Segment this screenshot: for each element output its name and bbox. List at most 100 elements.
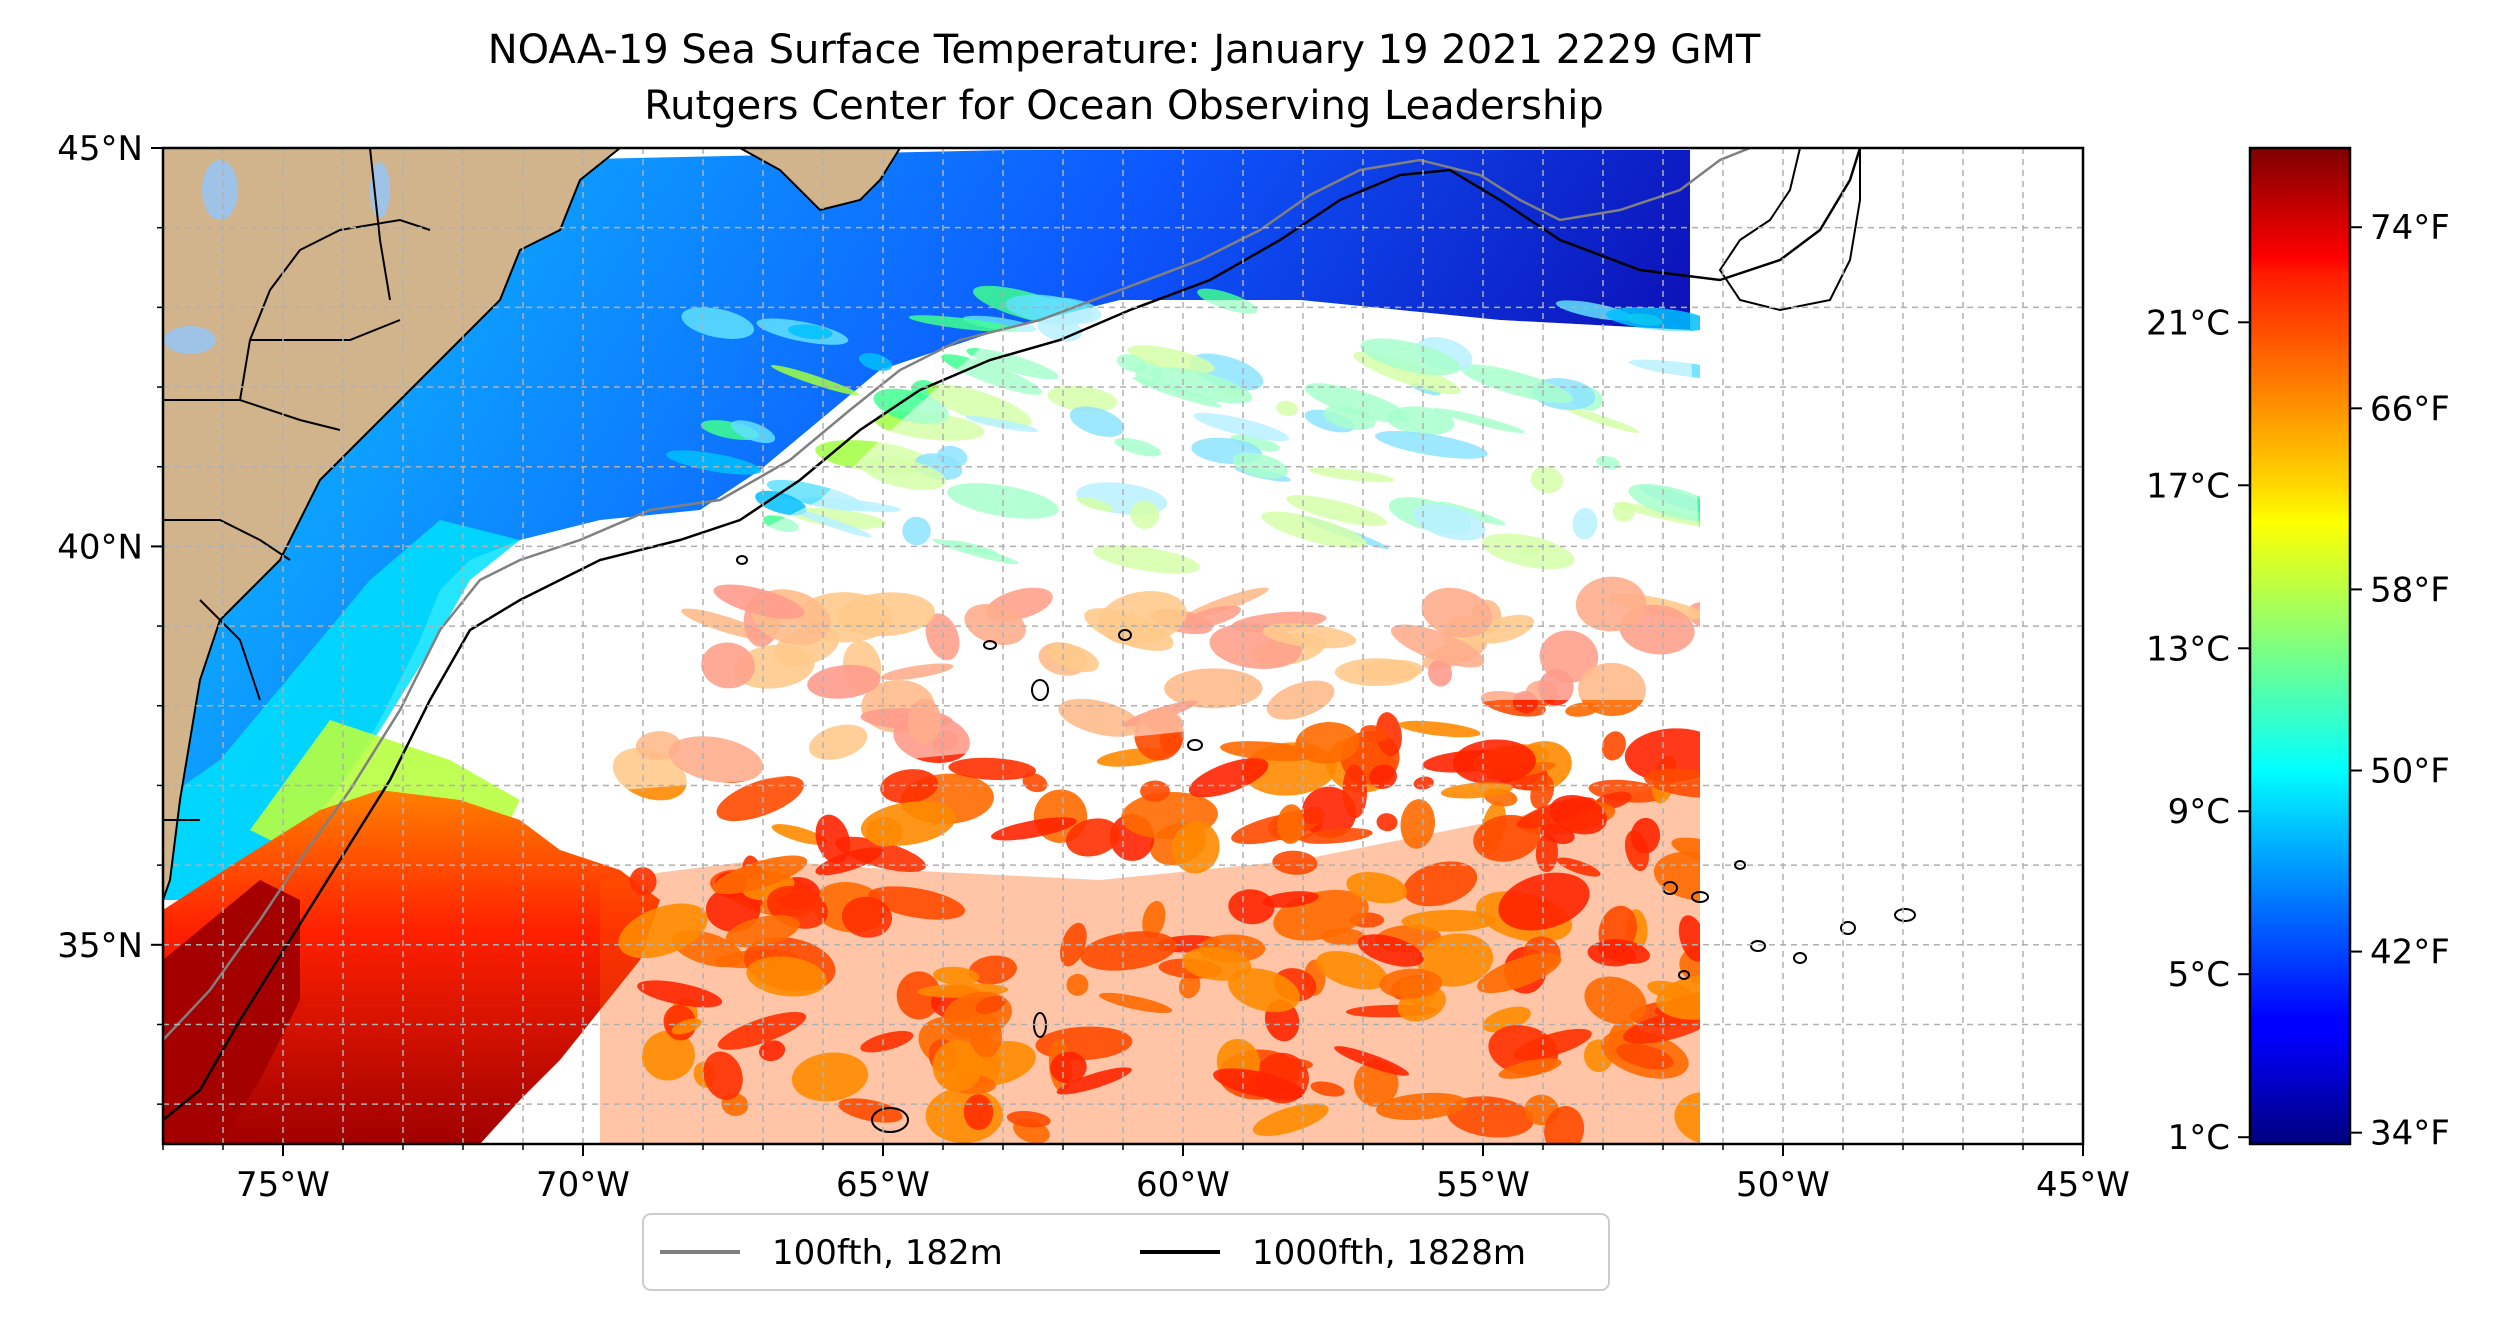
sst-patch-warm (705, 887, 761, 932)
sst-patch-warm (1616, 1043, 1674, 1070)
sst-patch-warm (1099, 992, 1173, 1014)
sst-patch-warm (1022, 773, 1048, 793)
sst-patch-warm (1295, 722, 1360, 764)
map-title: NOAA-19 Sea Surface Temperature: January… (487, 27, 1761, 73)
sst-patch-warm (838, 1098, 903, 1123)
x-tick-label: 50°W (1736, 1165, 1830, 1205)
sst-patch-cool (755, 490, 807, 516)
y-tick-label: 45°N (57, 129, 143, 169)
sst-patch-warm (1556, 857, 1601, 877)
lake (370, 162, 390, 218)
sst-patch-warm (791, 1052, 869, 1102)
fahrenheit-tick-label: 50°F (2370, 752, 2450, 792)
sst-patch-warm (1401, 909, 1497, 932)
sst-patch-warm (1498, 1058, 1562, 1079)
sst-patch-warm (1535, 833, 1559, 873)
sst-patch-warm (968, 955, 1017, 985)
sst-patch-warm (716, 776, 805, 822)
sst-patch-warm (991, 817, 1077, 841)
colorbar-gradient (2248, 146, 2352, 1146)
fahrenheit-tick-label: 34°F (2370, 1114, 2450, 1154)
isobath-100fth (163, 148, 1751, 1041)
sst-patch-warm (758, 1040, 786, 1062)
sst-patch-warm (1213, 1068, 1305, 1100)
sst-patch-warm (1080, 931, 1177, 971)
sst-patch-warm (1006, 1110, 1051, 1128)
sst-patch-warm (1630, 817, 1661, 854)
sst-patch-warm (1066, 973, 1089, 996)
sst-patch-warm (1379, 968, 1443, 999)
sst-patch-warm (975, 995, 1006, 1015)
y-tick-label: 40°N (57, 527, 143, 567)
sst-patch-warm (1446, 1096, 1534, 1138)
map-grid (163, 148, 2083, 1144)
sst-patch-warm (1624, 728, 1723, 782)
sst-patch-warm (1228, 889, 1275, 925)
sst-patch-warm (1400, 799, 1436, 849)
sst-patch-warm (1376, 1092, 1468, 1121)
sst-patch-warm (860, 1030, 914, 1053)
celsius-tick-label: 9°C (2168, 792, 2230, 832)
lake (202, 160, 238, 220)
longitude-axis: 75°W 70°W 65°W 60°W 55°W 50°W 45°W (162, 1144, 2130, 1205)
sst-patch-cool (859, 352, 893, 371)
legend-label-100fth: 100fth, 182m (772, 1233, 1003, 1273)
sst-patch-cool (681, 307, 755, 339)
sst-patch-warm (771, 824, 828, 845)
sst-patch-warm (1584, 976, 1647, 1025)
sst-patch-warm (1188, 758, 1269, 798)
y-tick-label: 35°N (57, 926, 143, 966)
colorbar-fahrenheit-axis: 34°F 42°F 50°F 58°F 66°F 74°F (2350, 208, 2450, 1154)
sst-patch-warm (717, 1011, 807, 1050)
sst-patch-warm (1544, 1106, 1585, 1144)
fahrenheit-tick-label: 42°F (2370, 933, 2450, 973)
fahrenheit-tick-label: 66°F (2370, 389, 2450, 429)
colorbar: 1°C 5°C 9°C 13°C 17°C 21°C 34°F 42°F 50°F 58°F 66… (2146, 146, 2450, 1158)
x-tick-label: 60°W (1136, 1165, 1230, 1205)
sst-patch-warm (963, 1094, 994, 1131)
sst-patch-warm (1316, 951, 1388, 990)
x-tick-label: 65°W (836, 1165, 930, 1205)
sst-patch-cool (666, 450, 762, 475)
sst-patch-warm (703, 1051, 743, 1100)
sst-patch-warm (1310, 1081, 1345, 1097)
x-tick-label: 75°W (236, 1165, 330, 1205)
map-subtitle: Rutgers Center for Ocean Observing Leade… (644, 83, 1604, 129)
cloud-mask (540, 300, 1710, 790)
sst-patch-warm (880, 769, 939, 804)
sst-patch-warm (1060, 922, 1087, 967)
sst-patch-warm (1440, 782, 1513, 799)
legend-label-1000fth: 1000fth, 1828m (1252, 1233, 1526, 1273)
sst-patch-warm (1498, 872, 1590, 931)
sst-patch-warm (1530, 774, 1555, 809)
sst-patch-warm (1299, 828, 1373, 844)
sst-patch-warm (641, 1030, 695, 1081)
legend: 100fth, 182m 1000fth, 1828m (642, 1213, 1610, 1291)
celsius-tick-label: 5°C (2168, 955, 2230, 995)
sst-patch-warm (1549, 795, 1607, 835)
sst-patch-warm (1142, 901, 1166, 939)
sst-patch-cool (788, 324, 833, 340)
sst-patch-warm (1346, 871, 1408, 904)
sst-patch-warm (868, 886, 966, 920)
land-mainland (163, 148, 622, 901)
legend-box (642, 1213, 1610, 1291)
sst-patch-warm (1252, 1103, 1329, 1136)
fahrenheit-tick-label: 74°F (2370, 208, 2450, 248)
sst-patch-warm (1056, 1067, 1132, 1095)
sst-patch-warm (1413, 776, 1434, 790)
sst-patch-warm (932, 1040, 983, 1092)
latitude-axis: 45°N 40°N 35°N (57, 129, 163, 1105)
sst-patch-warm (1678, 915, 1707, 962)
sst-patch-warm (1065, 818, 1120, 857)
sst-patch-warm (1360, 725, 1389, 743)
sst-patch-warm (1375, 712, 1402, 757)
sst-patch-warm (841, 896, 893, 938)
sst-patch-warm (629, 867, 657, 896)
x-tick-label: 70°W (536, 1165, 630, 1205)
sst-patch-warm (933, 966, 980, 986)
sst-patch-warm (1403, 861, 1478, 907)
celsius-tick-label: 17°C (2146, 466, 2230, 506)
sst-patch-warm (815, 814, 851, 864)
sst-patch-warm (1220, 741, 1316, 762)
